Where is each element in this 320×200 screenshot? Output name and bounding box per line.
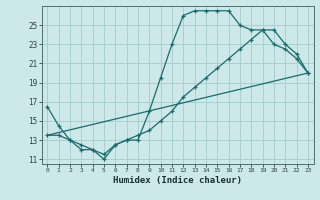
X-axis label: Humidex (Indice chaleur): Humidex (Indice chaleur) — [113, 176, 242, 185]
